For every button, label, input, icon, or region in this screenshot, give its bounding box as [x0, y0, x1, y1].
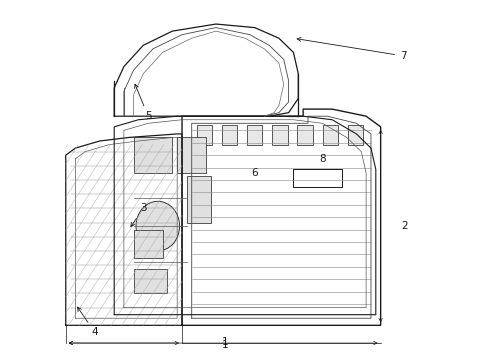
- Bar: [272, 125, 288, 145]
- Bar: [247, 125, 263, 145]
- Text: 4: 4: [77, 307, 98, 337]
- Text: 1: 1: [222, 340, 229, 350]
- Bar: [196, 125, 212, 145]
- Bar: [134, 269, 168, 293]
- Bar: [134, 138, 172, 173]
- Ellipse shape: [136, 201, 180, 251]
- Text: 3: 3: [131, 203, 147, 226]
- Bar: [134, 230, 163, 258]
- Text: 8: 8: [319, 154, 326, 164]
- Bar: [187, 176, 211, 222]
- Bar: [177, 138, 206, 173]
- Bar: [222, 125, 237, 145]
- Text: 2: 2: [401, 221, 408, 231]
- Bar: [322, 125, 338, 145]
- Bar: [297, 125, 313, 145]
- Bar: [348, 125, 363, 145]
- Text: 5: 5: [135, 84, 151, 121]
- Text: 6: 6: [251, 168, 258, 178]
- Text: 1: 1: [222, 337, 229, 347]
- Text: 7: 7: [297, 37, 407, 61]
